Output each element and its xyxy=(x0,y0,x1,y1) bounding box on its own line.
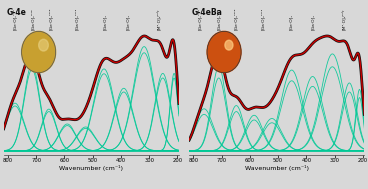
Circle shape xyxy=(22,31,56,73)
Text: [Ge·O]₅ˢᵗʳᵃ: [Ge·O]₅ˢᵗʳᵃ xyxy=(13,9,17,30)
Text: [Mᵅ·O]₅ᵖᵒˡʸ: [Mᵅ·O]₅ᵖᵒˡʸ xyxy=(156,9,160,30)
Text: [Ga·O]₅ˢᵗʳᵃ: [Ga·O]₅ˢᵗʳᵃ xyxy=(31,9,35,30)
Circle shape xyxy=(225,40,233,50)
Text: [Ge·O]₅ˢᵗʳᵃ: [Ge·O]₅ˢᵗʳᵃ xyxy=(198,9,202,30)
Text: [Ge·O]₆ᵒᶜᵗᵃ: [Ge·O]₆ᵒᶜᵗᵃ xyxy=(234,8,238,30)
X-axis label: Wavenumber (cm⁻¹): Wavenumber (cm⁻¹) xyxy=(59,165,123,171)
Text: [Ga·O]₅ˢᵗʳᵃ: [Ga·O]₅ˢᵗʳᵃ xyxy=(217,9,221,30)
Text: [Ge·O]₄: [Ge·O]₄ xyxy=(289,14,293,30)
Text: [Ga·O]₆ᵒᶜᵗᵃ: [Ga·O]₆ᵒᶜᵗᵃ xyxy=(75,8,79,30)
Text: [Mᵅ·O]₅ᵖᵒˡʸ: [Mᵅ·O]₅ᵖᵒˡʸ xyxy=(342,9,346,30)
X-axis label: Wavenumber (cm⁻¹): Wavenumber (cm⁻¹) xyxy=(245,165,309,171)
Text: G-4e: G-4e xyxy=(7,8,26,17)
Text: [Ga·O]₄: [Ga·O]₄ xyxy=(311,15,315,30)
Text: G-4eBa: G-4eBa xyxy=(192,8,223,17)
Text: [Ge·O]₄: [Ge·O]₄ xyxy=(126,14,130,30)
Circle shape xyxy=(207,31,241,73)
Text: [Ga·O]₄: [Ga·O]₄ xyxy=(103,15,107,30)
Text: [Ge·O]₆ᵒᶜᵗᵃ: [Ge·O]₆ᵒᶜᵗᵃ xyxy=(49,8,53,30)
Text: [Ga·O]₆ᵒᶜᵗᵃ: [Ga·O]₆ᵒᶜᵗᵃ xyxy=(261,8,265,30)
Circle shape xyxy=(39,39,48,51)
